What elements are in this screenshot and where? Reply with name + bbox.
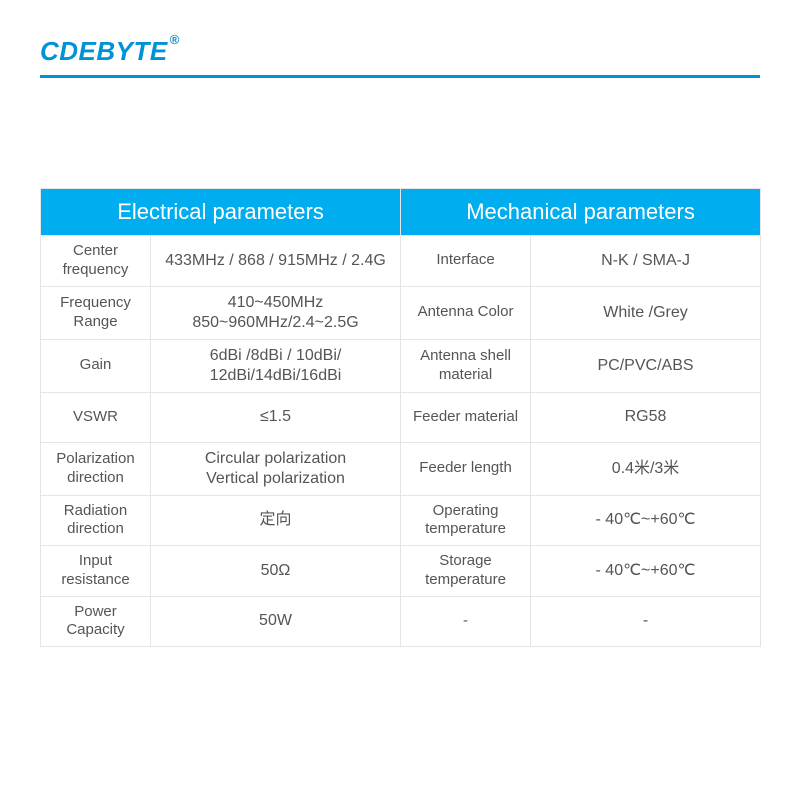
registered-mark: ® — [170, 32, 180, 47]
table-row: Gain6dBi /8dBi / 10dBi/ 12dBi/14dBi/16dB… — [41, 339, 761, 392]
row-r_label: Operating temperature — [401, 495, 531, 546]
row-r_label: Feeder length — [401, 442, 531, 495]
row-l_label: Frequency Range — [41, 286, 151, 339]
row-l_label: Center frequency — [41, 236, 151, 287]
table-row: Frequency Range410~450MHz 850~960MHz/2.4… — [41, 286, 761, 339]
row-r_value: - — [531, 596, 761, 647]
spec-table: Electrical parameters Mechanical paramet… — [40, 188, 761, 647]
row-r_value: RG58 — [531, 392, 761, 442]
row-l_value: 50W — [151, 596, 401, 647]
spec-table-body: Center frequency433MHz / 868 / 915MHz / … — [41, 236, 761, 647]
table-row: Radiation direction定向Operating temperatu… — [41, 495, 761, 546]
row-r_label: Feeder material — [401, 392, 531, 442]
row-r_label: Antenna shell material — [401, 339, 531, 392]
row-l_value: 6dBi /8dBi / 10dBi/ 12dBi/14dBi/16dBi — [151, 339, 401, 392]
header-mechanical: Mechanical parameters — [401, 189, 761, 236]
row-r_value: 0.4米/3米 — [531, 442, 761, 495]
row-r_value: N-K / SMA-J — [531, 236, 761, 287]
row-l_label: Gain — [41, 339, 151, 392]
row-l_value: 410~450MHz 850~960MHz/2.4~2.5G — [151, 286, 401, 339]
brand-text: CDEBYTE — [40, 36, 168, 66]
row-r_value: - 40℃~+60℃ — [531, 495, 761, 546]
row-l_value: 50Ω — [151, 546, 401, 597]
table-row: Input resistance50ΩStorage temperature- … — [41, 546, 761, 597]
row-l_label: Input resistance — [41, 546, 151, 597]
header-electrical: Electrical parameters — [41, 189, 401, 236]
row-r_label: Storage temperature — [401, 546, 531, 597]
row-l_value: Circular polarization Vertical polarizat… — [151, 442, 401, 495]
row-l_label: Polarization direction — [41, 442, 151, 495]
row-l_label: VSWR — [41, 392, 151, 442]
row-r_label: - — [401, 596, 531, 647]
row-r_value: PC/PVC/ABS — [531, 339, 761, 392]
table-row: Center frequency433MHz / 868 / 915MHz / … — [41, 236, 761, 287]
row-r_value: White /Grey — [531, 286, 761, 339]
row-l_value: ≤1.5 — [151, 392, 401, 442]
brand-name: CDEBYTE® — [40, 36, 180, 67]
row-l_value: 433MHz / 868 / 915MHz / 2.4G — [151, 236, 401, 287]
page: CDEBYTE® Electrical parameters Mechanica… — [0, 0, 800, 800]
row-l_label: Radiation direction — [41, 495, 151, 546]
row-r_label: Interface — [401, 236, 531, 287]
table-row: VSWR≤1.5Feeder materialRG58 — [41, 392, 761, 442]
row-r_label: Antenna Color — [401, 286, 531, 339]
brand-block: CDEBYTE® — [40, 36, 760, 67]
row-r_value: - 40℃~+60℃ — [531, 546, 761, 597]
table-row: Power Capacity50W-- — [41, 596, 761, 647]
row-l_value: 定向 — [151, 495, 401, 546]
spec-table-wrap: Electrical parameters Mechanical paramet… — [40, 188, 760, 647]
table-row: Polarization directionCircular polarizat… — [41, 442, 761, 495]
row-l_label: Power Capacity — [41, 596, 151, 647]
table-header-row: Electrical parameters Mechanical paramet… — [41, 189, 761, 236]
brand-underline — [40, 75, 760, 78]
